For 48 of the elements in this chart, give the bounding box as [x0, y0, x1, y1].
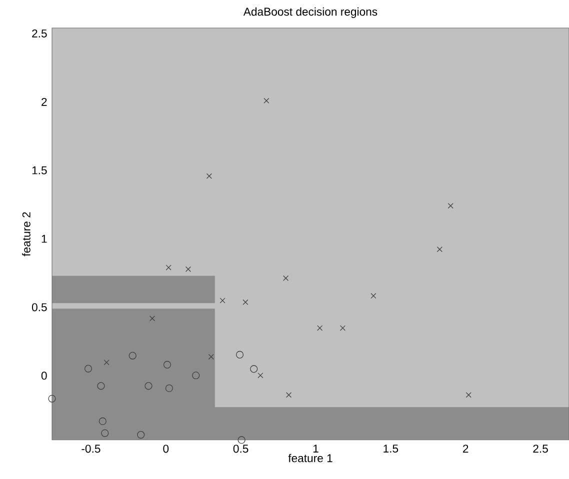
x-tick-label: 2 [463, 444, 468, 453]
y-tick-label: 1 [42, 234, 47, 243]
point [466, 392, 472, 398]
point [340, 325, 346, 331]
x-tick-label: 2.5 [533, 444, 548, 453]
chart-title: AdaBoost decision regions [243, 7, 378, 18]
point [238, 436, 246, 444]
point [436, 246, 442, 252]
point [104, 360, 110, 366]
point [137, 430, 145, 439]
point [206, 173, 212, 179]
point [286, 392, 292, 398]
point [144, 382, 152, 390]
point [185, 266, 192, 272]
point [208, 354, 214, 360]
point [48, 394, 56, 402]
point [370, 293, 376, 299]
x-tick-label: 1 [313, 444, 318, 452]
point [250, 365, 258, 373]
y-tick-label: 0.5 [32, 303, 47, 312]
y-tick-label: 0 [41, 372, 47, 380]
point [220, 298, 226, 304]
point [128, 352, 136, 360]
point [448, 203, 454, 209]
point [258, 372, 264, 378]
point [264, 98, 270, 104]
point [236, 350, 244, 359]
x-tick-label: 0.5 [233, 444, 248, 453]
point [242, 299, 248, 305]
x-tick-label: 1.5 [384, 444, 398, 453]
x-tick-label: 0 [163, 444, 169, 453]
point [282, 275, 289, 281]
y-tick-label: 2 [42, 98, 47, 106]
y-tick-label: 2.5 [32, 29, 47, 38]
x-axis-title: feature 1 [288, 454, 332, 462]
point [98, 417, 106, 426]
point [192, 372, 200, 380]
y-axis-title: feature 2 [22, 212, 30, 256]
point [166, 264, 172, 270]
point [317, 325, 323, 331]
point [97, 382, 105, 390]
point [165, 384, 173, 392]
point [84, 364, 92, 372]
x-tick-label: -0.5 [82, 444, 100, 453]
point [149, 316, 156, 322]
y-tick-label: 1.5 [32, 166, 47, 174]
point [163, 360, 172, 369]
point [101, 429, 109, 437]
